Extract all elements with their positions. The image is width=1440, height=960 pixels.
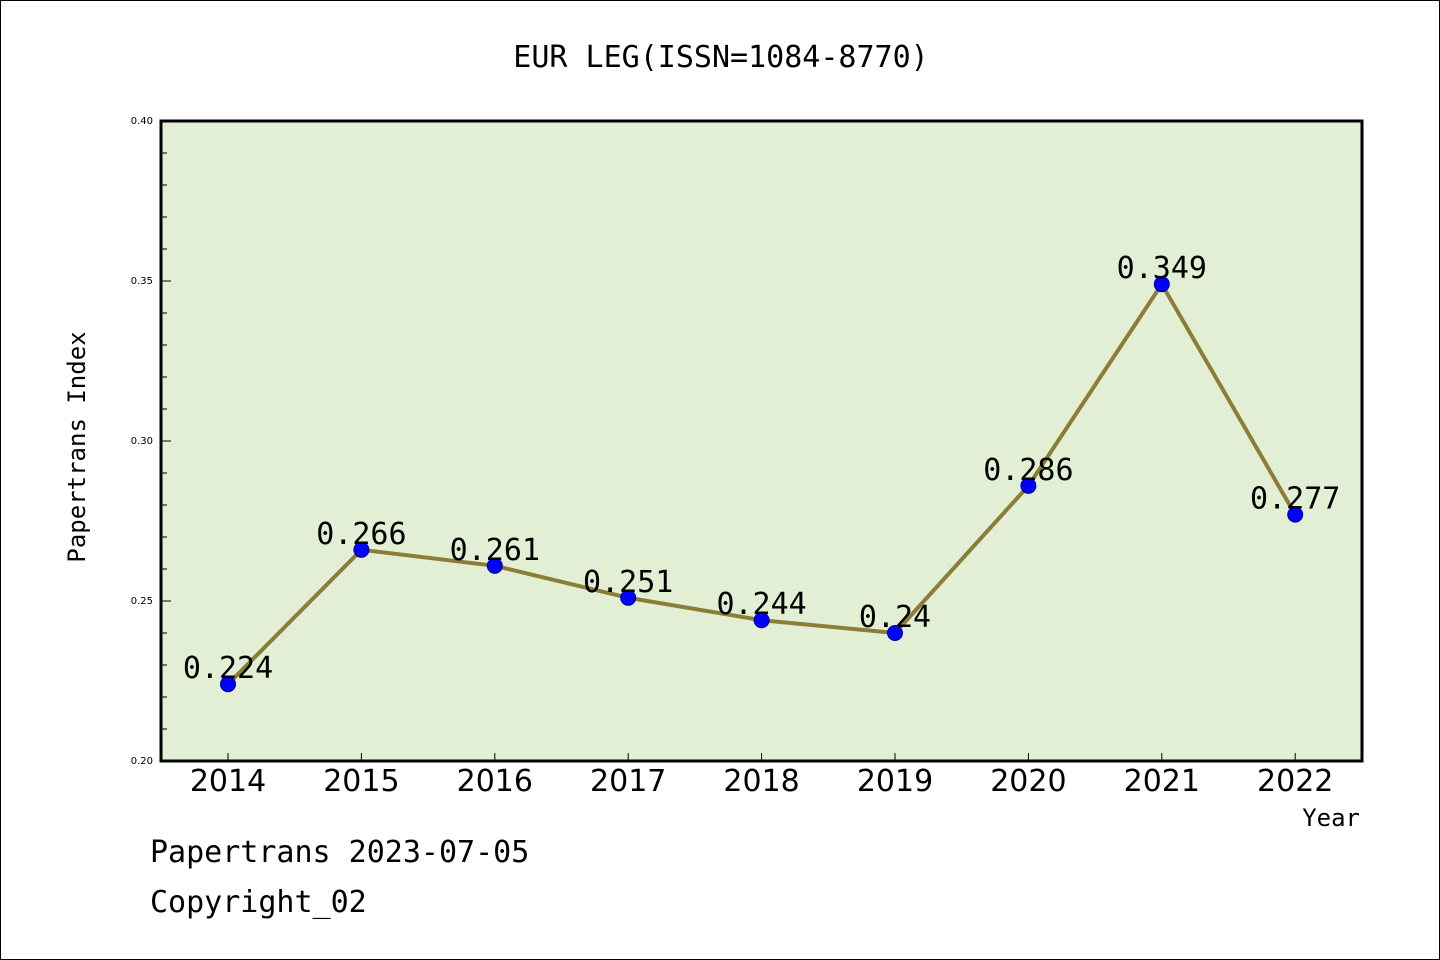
data-labels: 0.224 0.266 0.261 0.251 0.244 0.24 0.286 0.349 0…: [183, 251, 1341, 686]
data-label: 0.24: [859, 600, 931, 635]
data-series: [220, 276, 1304, 693]
x-tick-label: 2014: [190, 764, 266, 799]
x-axis-label: Year: [1302, 804, 1360, 832]
x-tick-label: 2015: [323, 764, 399, 799]
x-tick-label: 2018: [723, 764, 799, 799]
data-point: [887, 625, 903, 641]
x-tick-label: 2019: [857, 764, 933, 799]
y-tick-label: 0.20: [131, 756, 153, 767]
data-point: [486, 557, 503, 574]
x-tick-label: 2021: [1124, 764, 1200, 799]
data-label: 0.286: [983, 453, 1073, 488]
plot-area: [161, 121, 1362, 761]
y-tick-label: 0.25: [131, 596, 153, 607]
data-label: 0.261: [450, 533, 540, 568]
data-label: 0.251: [583, 565, 673, 600]
data-label: 0.224: [183, 651, 273, 686]
x-tick-label: 2022: [1257, 764, 1333, 799]
x-axis-ticks: 2014 2015 2016 2017 2018 2019 2020 2021 2022: [190, 753, 1333, 799]
y-tick-label: 0.30: [131, 436, 153, 447]
data-point: [1020, 477, 1037, 494]
x-tick-label: 2020: [990, 764, 1066, 799]
data-point: [753, 612, 770, 629]
data-point: [353, 541, 370, 558]
data-label: 0.349: [1117, 251, 1207, 286]
footer-date: Papertrans 2023-07-05: [150, 835, 530, 870]
data-label: 0.266: [316, 517, 406, 552]
data-point: [620, 589, 637, 606]
y-axis-label: Papertrans Index: [63, 331, 91, 562]
data-label: 0.244: [716, 587, 806, 622]
y-tick-label: 0.35: [131, 276, 153, 287]
x-tick-label: 2016: [457, 764, 533, 799]
data-label: 0.277: [1250, 482, 1340, 517]
data-point: [1153, 276, 1170, 293]
chart-title: EUR LEG(ISSN=1084-8770): [513, 40, 928, 75]
footer-copyright: Copyright_02: [150, 885, 367, 920]
data-point: [220, 676, 236, 693]
data-point: [1287, 506, 1304, 523]
plot-frame: [159, 119, 1364, 763]
x-tick-label: 2017: [590, 764, 666, 799]
y-tick-label: 0.40: [131, 116, 153, 127]
